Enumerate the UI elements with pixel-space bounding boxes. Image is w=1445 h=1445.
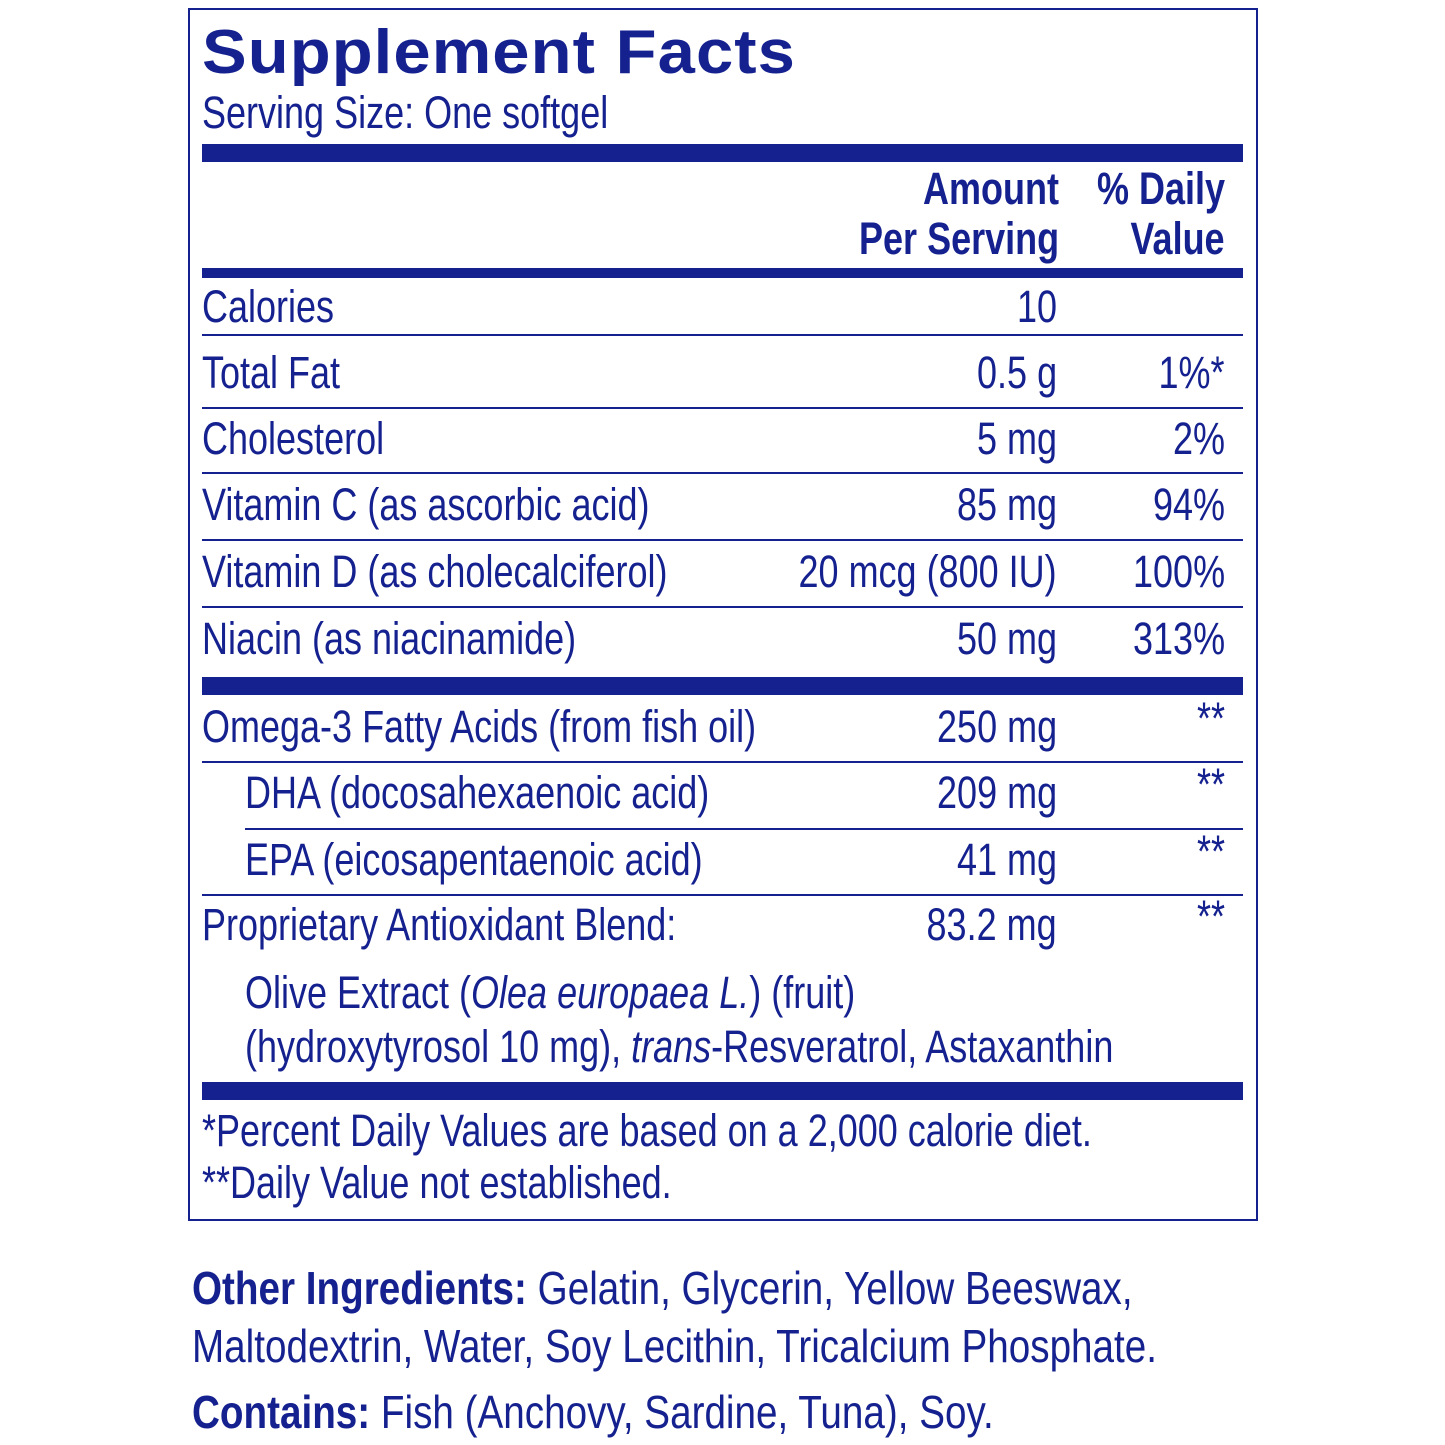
divider xyxy=(245,828,1243,830)
divider-thick xyxy=(202,144,1243,162)
nutrient-amount: 209 mg xyxy=(936,767,1057,818)
nutrient-daily-value: 2% xyxy=(1172,413,1225,464)
divider xyxy=(202,761,1243,763)
blend-ingredients-line-1: Olive Extract (Olea europaea L.) (fruit) xyxy=(245,967,856,1018)
nutrient-name: EPA (eicosapentaenoic acid) xyxy=(245,834,703,885)
divider xyxy=(202,407,1243,409)
nutrient-amount: 20 mcg (800 IU) xyxy=(798,546,1057,597)
divider-thick xyxy=(202,1082,1243,1100)
nutrient-name: Niacin (as niacinamide) xyxy=(202,613,577,664)
blend-ingredients-line-2: (hydroxytyrosol 10 mg), trans-Resveratro… xyxy=(245,1021,1114,1072)
nutrient-daily-value: 313% xyxy=(1132,613,1225,664)
divider xyxy=(202,606,1243,608)
nutrient-name: Vitamin C (as ascorbic acid) xyxy=(202,479,650,530)
nutrient-daily-value: ** xyxy=(1196,693,1225,744)
nutrient-name: DHA (docosahexaenoic acid) xyxy=(245,767,710,818)
nutrient-amount: 83.2 mg xyxy=(926,899,1057,950)
divider xyxy=(202,677,1243,695)
nutrient-daily-value: ** xyxy=(1196,826,1225,877)
nutrient-daily-value: 1%* xyxy=(1158,347,1225,398)
footnote: *Percent Daily Values are based on a 2,0… xyxy=(202,1105,1092,1156)
header-amount: Per Serving xyxy=(858,213,1059,264)
nutrient-daily-value: 94% xyxy=(1152,479,1225,530)
nutrient-amount: 50 mg xyxy=(956,613,1057,664)
nutrient-amount: 41 mg xyxy=(956,834,1057,885)
footnote: **Daily Value not established. xyxy=(202,1157,672,1208)
nutrient-daily-value: 100% xyxy=(1132,546,1225,597)
nutrient-daily-value: ** xyxy=(1196,891,1225,942)
header-amount: Amount xyxy=(923,163,1059,214)
serving-size: Serving Size: One softgel xyxy=(202,87,609,138)
header-dv: Value xyxy=(1130,213,1225,264)
allergen-contains: Contains: Fish (Anchovy, Sardine, Tuna),… xyxy=(192,1386,994,1438)
nutrient-name: Total Fat xyxy=(202,347,341,398)
divider xyxy=(202,894,1243,896)
divider xyxy=(202,472,1243,474)
nutrient-name: Omega-3 Fatty Acids (from fish oil) xyxy=(202,701,757,752)
header-dv: % Daily xyxy=(1096,163,1225,214)
nutrient-amount: 5 mg xyxy=(976,413,1057,464)
nutrient-amount: 85 mg xyxy=(956,479,1057,530)
other-ingredients: Other Ingredients: Gelatin, Glycerin, Ye… xyxy=(192,1262,1133,1314)
other-ingredients-cont: Maltodextrin, Water, Soy Lecithin, Trica… xyxy=(192,1320,1158,1372)
nutrient-daily-value: ** xyxy=(1196,759,1225,810)
divider xyxy=(202,334,1243,336)
panel-title: Supplement Facts xyxy=(202,18,796,87)
nutrient-amount: 250 mg xyxy=(936,701,1057,752)
nutrient-name: Vitamin D (as cholecalciferol) xyxy=(202,546,668,597)
nutrient-amount: 10 xyxy=(1016,281,1057,332)
nutrient-name: Calories xyxy=(202,281,335,332)
divider xyxy=(202,539,1243,541)
supplement-facts-panel xyxy=(188,8,1258,1221)
nutrient-name: Proprietary Antioxidant Blend: xyxy=(202,899,677,950)
nutrient-amount: 0.5 g xyxy=(976,347,1057,398)
divider-medium xyxy=(202,268,1243,278)
nutrient-name: Cholesterol xyxy=(202,413,385,464)
